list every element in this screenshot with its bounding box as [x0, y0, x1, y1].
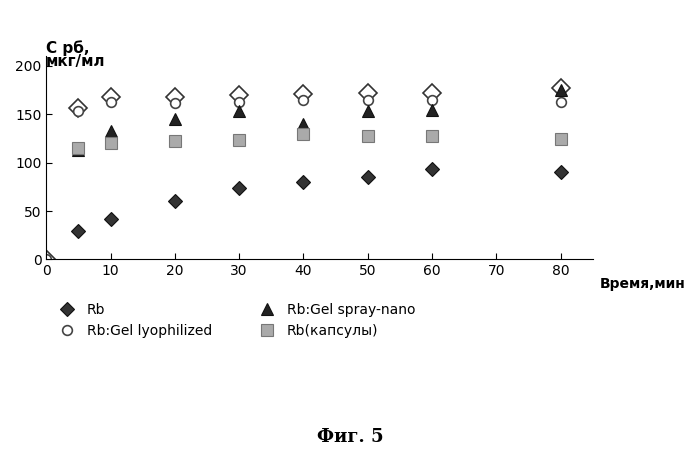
Text: Время,мин: Время,мин: [599, 277, 685, 291]
Text: Фиг. 5: Фиг. 5: [316, 428, 384, 446]
Legend: Rb, Rb:Gel lyophilized, Rb:Gel spray-nano, Rb(капсулы): Rb, Rb:Gel lyophilized, Rb:Gel spray-nan…: [53, 303, 415, 338]
Text: мкг/мл: мкг/мл: [46, 54, 106, 69]
Text: С рб,: С рб,: [46, 40, 90, 56]
